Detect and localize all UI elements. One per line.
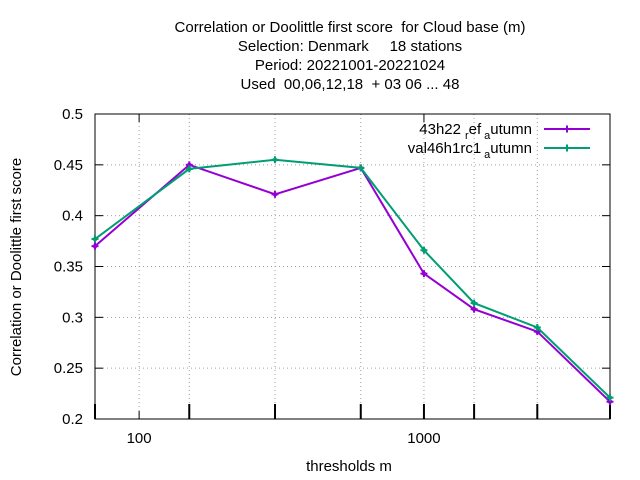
point-dot — [471, 307, 477, 312]
y-tick-label: 0.35 — [54, 259, 83, 276]
data-point — [606, 394, 614, 402]
point-dot — [187, 166, 192, 172]
data-point — [91, 242, 99, 250]
plot-frame — [94, 113, 611, 420]
title-line-1: Correlation or Doolittle first score for… — [174, 19, 526, 36]
title-line-2: Selection: Denmark 18 stations — [237, 38, 463, 55]
point-dot — [607, 399, 613, 404]
data-point — [91, 235, 99, 243]
point-dot — [92, 243, 98, 249]
y-tick-label: 0.45 — [54, 157, 83, 174]
series-line — [94, 163, 611, 403]
y-tick-label: 0.3 — [62, 309, 83, 326]
data-point — [420, 270, 428, 278]
point-dot — [421, 271, 427, 276]
data-point — [420, 246, 428, 254]
point-dot — [187, 162, 192, 168]
point-dot — [272, 157, 278, 162]
title-line-3: Period: 20221001-20221024 — [254, 57, 446, 74]
y-tick-label: 0.5 — [62, 106, 83, 123]
series-line — [94, 158, 611, 399]
data-point — [470, 299, 478, 307]
legend-label: 43h22 ref autumn — [419, 121, 532, 142]
legend-label: val46h1rc1 autumn — [408, 140, 532, 161]
data-point — [470, 305, 478, 313]
grid-lines — [95, 114, 610, 419]
point-dot — [421, 248, 427, 253]
point-dot — [358, 165, 363, 171]
data-point — [271, 156, 279, 164]
point-dot — [607, 395, 613, 400]
y-axis-label: Correlation or Doolittle first score — [8, 158, 25, 376]
point-dot — [535, 329, 540, 334]
x-axis-label: thresholds m — [306, 458, 392, 475]
title-line-4: Used 00,06,12,18 + 03 06 ... 48 — [240, 76, 460, 93]
series-group — [91, 156, 614, 406]
y-tick-label: 0.2 — [62, 411, 83, 428]
data-point — [357, 164, 365, 172]
point-dot — [471, 300, 477, 306]
y-tick-label: 0.25 — [54, 360, 83, 377]
chart-title: Correlation or Doolittle first score for… — [0, 18, 640, 94]
y-tick-label: 0.4 — [62, 208, 83, 225]
point-dot — [92, 236, 98, 242]
data-point — [185, 165, 193, 173]
data-point — [533, 324, 541, 331]
point-dot — [535, 325, 540, 330]
data-point — [271, 190, 279, 198]
x-tick-label: 100 — [127, 430, 152, 447]
axis-ticks: 0.2 0.25 0.3 0.35 0.4 0.45 0.5 100 1000 — [54, 106, 611, 447]
point-dot — [272, 192, 278, 197]
x-tick-label: 1000 — [407, 430, 440, 447]
